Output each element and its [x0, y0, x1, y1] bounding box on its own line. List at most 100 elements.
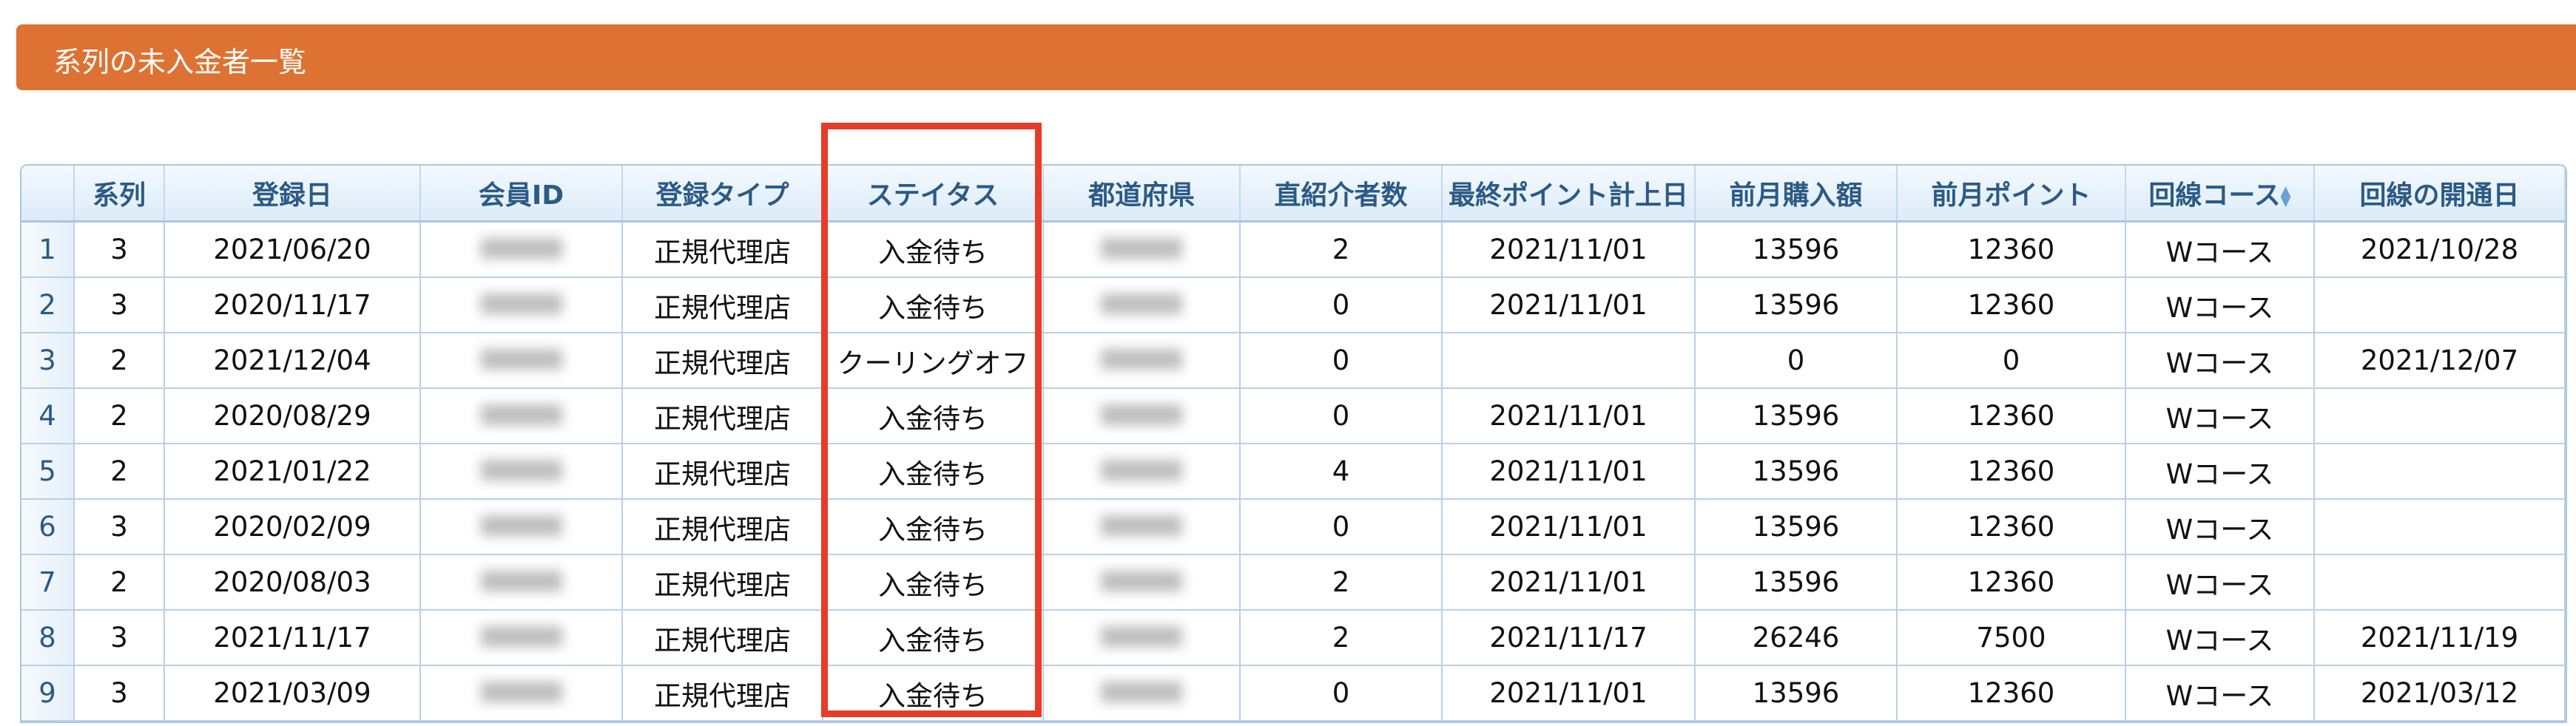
cell-status: 入金待ち	[823, 610, 1044, 666]
column-header-label: 最終ポイント計上日	[1448, 180, 1688, 211]
cell-line-open-date	[2314, 277, 2566, 333]
column-header-prefecture[interactable]: 都道府県	[1043, 166, 1241, 223]
table-row[interactable]: 7 2 2020/08/03 正規代理店 入金待ち 2 2021/11/01 13596 123…	[21, 554, 2566, 611]
cell-line-course: Wコース	[2125, 499, 2315, 555]
cell-status: クーリングオフ	[823, 333, 1044, 389]
cell-prefecture	[1043, 277, 1241, 333]
table-row[interactable]: 8 3 2021/11/17 正規代理店 入金待ち 2 2021/11/17 26246 750…	[21, 610, 2566, 666]
sort-arrows-icon[interactable]: ▲ ▼	[2280, 183, 2291, 209]
cell-prefecture	[1043, 333, 1241, 389]
column-header-last-month-points[interactable]: 前月ポイント	[1897, 166, 2126, 223]
cell-prefecture	[1043, 554, 1241, 611]
cell-prefecture	[1043, 610, 1241, 666]
cell-prefecture	[1043, 444, 1241, 500]
column-header-label: ステイタス	[866, 180, 999, 211]
column-header-label: 系列	[92, 180, 146, 211]
cell-line-course: Wコース	[2125, 388, 2315, 444]
cell-line-open-date: 2021/11/19	[2314, 610, 2566, 666]
cell-series: 3	[74, 277, 165, 333]
cell-series: 2	[74, 333, 165, 389]
cell-status: 入金待ち	[823, 277, 1044, 333]
column-header-registration-type[interactable]: 登録タイプ	[622, 166, 823, 223]
cell-direct-referrals: 0	[1240, 333, 1443, 389]
cell-last-month-points: 0	[1897, 333, 2126, 389]
cell-row-number: 5	[21, 444, 75, 500]
redacted-value	[1101, 349, 1182, 370]
cell-registration-date: 2020/02/09	[164, 499, 421, 555]
cell-last-point-date: 2021/11/17	[1442, 610, 1696, 666]
cell-line-open-date	[2314, 444, 2566, 500]
column-header-label: 直紹介者数	[1274, 180, 1408, 211]
cell-prefecture	[1043, 221, 1241, 278]
column-header-member-id[interactable]: 会員ID	[420, 166, 623, 223]
redacted-value	[1101, 460, 1182, 481]
cell-registration-type: 正規代理店	[622, 388, 823, 444]
column-header-direct-referrals[interactable]: 直紹介者数	[1240, 166, 1443, 223]
column-header-line-open-date[interactable]: 回線の開通日	[2314, 166, 2566, 223]
column-header-status[interactable]: ステイタス	[823, 166, 1044, 223]
column-header-label: 回線コース	[2148, 180, 2281, 211]
cell-direct-referrals: 2	[1240, 554, 1443, 611]
page-title: 系列の未入金者一覧	[53, 46, 307, 78]
table-row[interactable]: 5 2 2021/01/22 正規代理店 入金待ち 4 2021/11/01 13596 123…	[21, 444, 2566, 500]
cell-last-month-points: 12360	[1897, 444, 2126, 500]
cell-member-id	[420, 665, 623, 722]
cell-last-point-date: 2021/11/01	[1442, 499, 1696, 555]
cell-row-number: 9	[21, 665, 75, 722]
cell-line-course: Wコース	[2125, 221, 2315, 278]
cell-row-number: 1	[21, 221, 75, 278]
redacted-value	[480, 238, 562, 259]
cell-direct-referrals: 0	[1240, 665, 1443, 722]
redacted-value	[1101, 294, 1182, 314]
cell-last-month-purchase: 13596	[1695, 665, 1898, 722]
table-row[interactable]: 2 3 2020/11/17 正規代理店 入金待ち 0 2021/11/01 13596 123…	[21, 277, 2566, 333]
cell-registration-date: 2020/11/17	[164, 277, 421, 333]
redacted-value	[480, 404, 562, 425]
table-row[interactable]: 9 3 2021/03/09 正規代理店 入金待ち 0 2021/11/01 13596 123…	[21, 665, 2566, 722]
column-header-last-month-purchase[interactable]: 前月購入額	[1695, 166, 1898, 223]
status-column-highlight	[821, 123, 1042, 717]
cell-line-open-date	[2314, 388, 2566, 444]
cell-member-id	[420, 221, 623, 278]
cell-registration-date: 2020/08/29	[164, 388, 421, 444]
cell-prefecture	[1043, 388, 1241, 444]
cell-registration-type: 正規代理店	[622, 665, 823, 722]
redacted-value	[480, 515, 562, 536]
cell-registration-date: 2021/06/20	[164, 221, 421, 278]
cell-direct-referrals: 2	[1240, 221, 1443, 278]
cell-registration-type: 正規代理店	[622, 554, 823, 611]
redacted-value	[480, 682, 562, 702]
cell-last-point-date: 2021/11/01	[1442, 444, 1696, 500]
cell-prefecture	[1043, 665, 1241, 722]
cell-series: 3	[74, 221, 165, 278]
column-header-line-course[interactable]: 回線コース▲ ▼	[2125, 166, 2315, 223]
redacted-value	[1101, 404, 1182, 425]
cell-prefecture	[1043, 499, 1241, 555]
redacted-value	[1101, 515, 1182, 536]
cell-last-month-purchase: 13596	[1695, 388, 1898, 444]
cell-direct-referrals: 0	[1240, 388, 1443, 444]
cell-series: 3	[74, 610, 165, 666]
cell-line-open-date: 2021/03/12	[2314, 665, 2566, 722]
column-header-last-point-date[interactable]: 最終ポイント計上日	[1442, 166, 1696, 223]
cell-last-point-date: 2021/11/01	[1442, 277, 1696, 333]
cell-registration-type: 正規代理店	[622, 444, 823, 500]
cell-last-point-date: 2021/11/01	[1442, 554, 1696, 611]
cell-last-month-purchase: 26246	[1695, 610, 1898, 666]
cell-member-id	[420, 388, 623, 444]
cell-series: 3	[74, 665, 165, 722]
cell-row-number: 6	[21, 499, 75, 555]
cell-row-number: 3	[21, 333, 75, 389]
cell-last-point-date	[1442, 333, 1696, 389]
cell-line-open-date: 2021/10/28	[2314, 221, 2566, 278]
column-header-row-number[interactable]	[21, 166, 75, 223]
cell-last-month-points: 12360	[1897, 554, 2126, 611]
table-row[interactable]: 1 3 2021/06/20 正規代理店 入金待ち 2 2021/11/01 13596 123…	[21, 221, 2566, 278]
column-header-series[interactable]: 系列	[74, 166, 165, 223]
table-row[interactable]: 4 2 2020/08/29 正規代理店 入金待ち 0 2021/11/01 13596 123…	[21, 388, 2566, 444]
table-row[interactable]: 3 2 2021/12/04 正規代理店 クーリングオフ 0 0 0 Wコース 2021/12/0…	[21, 333, 2566, 389]
cell-registration-date: 2021/11/17	[164, 610, 421, 666]
cell-registration-type: 正規代理店	[622, 221, 823, 278]
column-header-registration-date[interactable]: 登録日	[164, 166, 421, 223]
table-row[interactable]: 6 3 2020/02/09 正規代理店 入金待ち 0 2021/11/01 13596 123…	[21, 499, 2566, 555]
